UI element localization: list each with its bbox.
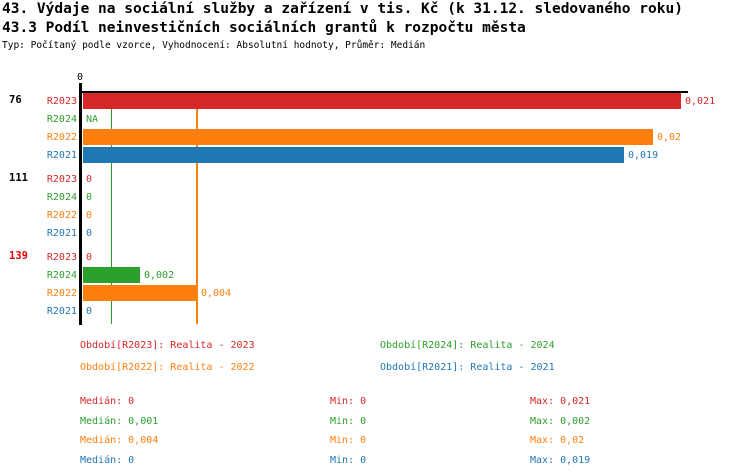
median-line-r2022 xyxy=(196,93,198,324)
stat-median-r2024: Medián: 0,001 xyxy=(80,416,159,427)
legend-item-r2021: Období[R2021]: Realita - 2021 xyxy=(380,362,555,373)
series-label-r2021: R2021 xyxy=(46,150,77,161)
value-label-76-r2023: 0,021 xyxy=(685,96,716,107)
value-label-111-r2022: 0 xyxy=(86,210,93,221)
stat-median-r2023: Medián: 0 xyxy=(80,396,135,407)
stat-min-r2024: Min: 0 xyxy=(330,416,367,427)
series-label-r2023: R2023 xyxy=(46,96,77,107)
series-label-r2022: R2022 xyxy=(46,132,77,143)
value-label-111-r2021: 0 xyxy=(86,228,93,239)
group-label-76: 76 xyxy=(9,94,22,106)
group-label-139: 139 xyxy=(9,250,28,262)
stat-median-r2022: Medián: 0,004 xyxy=(80,435,159,446)
x-axis-line xyxy=(79,90,688,93)
chart-meta: Typ: Počítaný podle vzorce, Vyhodnocení:… xyxy=(2,40,426,51)
stat-max-r2024: Max: 0,002 xyxy=(530,416,591,427)
group-label-111: 111 xyxy=(9,172,28,184)
value-label-139-r2021: 0 xyxy=(86,306,93,317)
bar-139-r2024 xyxy=(83,267,140,283)
series-label-r2021: R2021 xyxy=(46,306,77,317)
stat-max-r2021: Max: 0,019 xyxy=(530,455,591,466)
value-label-76-r2021: 0,019 xyxy=(628,150,659,161)
series-label-r2021: R2021 xyxy=(46,228,77,239)
legend-item-r2022: Období[R2022]: Realita - 2022 xyxy=(80,362,255,373)
series-label-r2022: R2022 xyxy=(46,210,77,221)
bar-76-r2022 xyxy=(83,129,653,145)
stat-max-r2022: Max: 0,02 xyxy=(530,435,585,446)
chart-subtitle: 43.3 Podíl neinvestičních sociálních gra… xyxy=(2,20,526,36)
legend-item-r2023: Období[R2023]: Realita - 2023 xyxy=(80,340,255,351)
series-label-r2024: R2024 xyxy=(46,114,77,125)
series-label-r2023: R2023 xyxy=(46,174,77,185)
y-axis-line xyxy=(79,83,82,325)
stat-min-r2023: Min: 0 xyxy=(330,396,367,407)
value-label-139-r2023: 0 xyxy=(86,252,93,263)
stat-min-r2021: Min: 0 xyxy=(330,455,367,466)
series-label-r2024: R2024 xyxy=(46,270,77,281)
series-label-r2024: R2024 xyxy=(46,192,77,203)
value-label-76-r2024: NA xyxy=(86,114,99,125)
bar-76-r2023 xyxy=(83,93,681,109)
bar-139-r2022 xyxy=(83,285,197,301)
value-label-76-r2022: 0,02 xyxy=(657,132,682,143)
value-label-111-r2023: 0 xyxy=(86,174,93,185)
series-label-r2022: R2022 xyxy=(46,288,77,299)
series-label-r2023: R2023 xyxy=(46,252,77,263)
x-axis-zero-label: 0 xyxy=(76,72,84,83)
value-label-139-r2024: 0,002 xyxy=(144,270,175,281)
chart-title: 43. Výdaje na sociální služby a zařízení… xyxy=(2,1,683,17)
stat-max-r2023: Max: 0,021 xyxy=(530,396,591,407)
stat-median-r2021: Medián: 0 xyxy=(80,455,135,466)
value-label-111-r2024: 0 xyxy=(86,192,93,203)
stat-min-r2022: Min: 0 xyxy=(330,435,367,446)
legend-item-r2024: Období[R2024]: Realita - 2024 xyxy=(380,340,555,351)
median-line-r2024 xyxy=(110,93,113,324)
bar-76-r2021 xyxy=(83,147,624,163)
value-label-139-r2022: 0,004 xyxy=(201,288,232,299)
